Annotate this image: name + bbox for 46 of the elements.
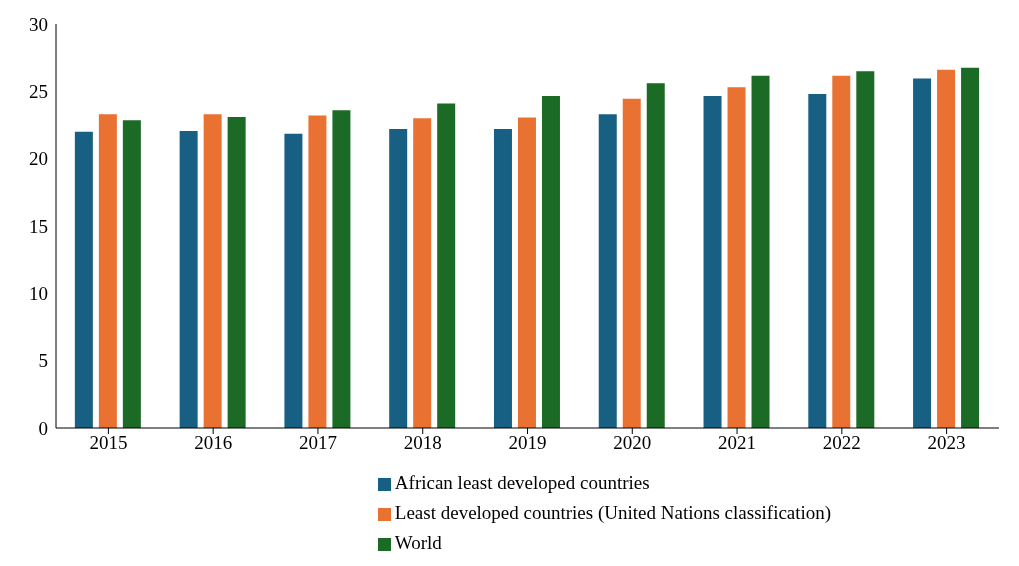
bar: [308, 115, 327, 428]
y-tick-label: 5: [38, 350, 48, 372]
bar: [808, 94, 827, 428]
bar: [179, 131, 198, 428]
bar: [727, 87, 746, 428]
y-tick-label: 25: [29, 81, 48, 103]
legend-label: Least developed countries (United Nations classification): [394, 502, 832, 523]
y-tick-label: 0: [38, 417, 48, 439]
bar: [832, 75, 851, 428]
y-tick-label: 20: [29, 148, 48, 170]
bar: [856, 71, 875, 428]
x-tick-label: 2021: [718, 432, 757, 454]
bar: [284, 133, 303, 428]
x-tick-label: 2015: [89, 432, 128, 454]
legend-label: World: [394, 532, 442, 553]
bar: [937, 69, 956, 428]
bar: [541, 96, 560, 428]
y-tick-label: 30: [29, 13, 48, 35]
bar: [437, 103, 456, 428]
bar: [122, 120, 141, 428]
legend-label: African least developed countries: [394, 472, 650, 493]
bar: [332, 110, 351, 428]
bar: [646, 83, 665, 428]
bar: [751, 75, 770, 428]
bar: [913, 78, 932, 428]
x-tick-label: 2020: [613, 432, 652, 454]
x-tick-label: 2016: [194, 432, 233, 454]
bar: [703, 96, 722, 428]
bar: [961, 67, 980, 428]
bar: [203, 114, 222, 428]
bar: [389, 129, 408, 428]
bar: [413, 118, 432, 428]
bar: [598, 114, 617, 428]
bar: [227, 116, 246, 428]
x-tick-label: 2023: [927, 432, 966, 454]
bar: [98, 114, 117, 428]
x-tick-label: 2018: [403, 432, 442, 454]
x-tick-label: 2017: [298, 432, 337, 454]
y-tick-label: 15: [29, 215, 48, 237]
x-tick-label: 2022: [822, 432, 861, 454]
bar: [493, 129, 512, 428]
bar: [622, 98, 641, 428]
x-tick-label: 2019: [508, 432, 547, 454]
bar: [74, 131, 93, 428]
y-tick-label: 10: [29, 283, 48, 305]
bar: [517, 117, 536, 428]
